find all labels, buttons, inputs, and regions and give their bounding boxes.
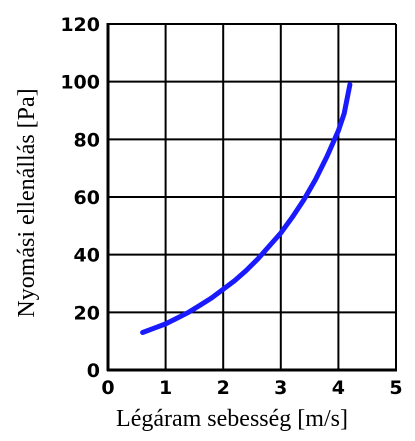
x-axis-label: Légáram sebesség [m/s] <box>116 406 348 432</box>
x-tick-label-0: 0 <box>101 377 114 399</box>
x-tick-label-2: 2 <box>217 377 230 399</box>
grid <box>106 23 397 372</box>
x-tick-label-1: 1 <box>159 377 172 399</box>
x-tick-label-5: 5 <box>389 377 402 399</box>
y-axis-label: Nyomási ellenállás [Pa] <box>14 88 40 317</box>
y-tick-label-120: 120 <box>60 14 100 36</box>
series-group <box>140 82 353 335</box>
series-line-0 <box>140 82 353 335</box>
y-tick-label-20: 20 <box>74 302 100 324</box>
x-tick-label-4: 4 <box>332 377 345 399</box>
y-tick-label-80: 80 <box>74 129 100 151</box>
y-tick-label-0: 0 <box>87 360 100 382</box>
y-tick-label-60: 60 <box>74 187 100 209</box>
x-tick-label-3: 3 <box>274 377 287 399</box>
tick-labels: 0 1 2 3 4 5 0 20 40 60 80 100 120 <box>60 14 402 399</box>
y-tick-label-100: 100 <box>60 72 100 94</box>
y-tick-label-40: 40 <box>74 245 100 267</box>
